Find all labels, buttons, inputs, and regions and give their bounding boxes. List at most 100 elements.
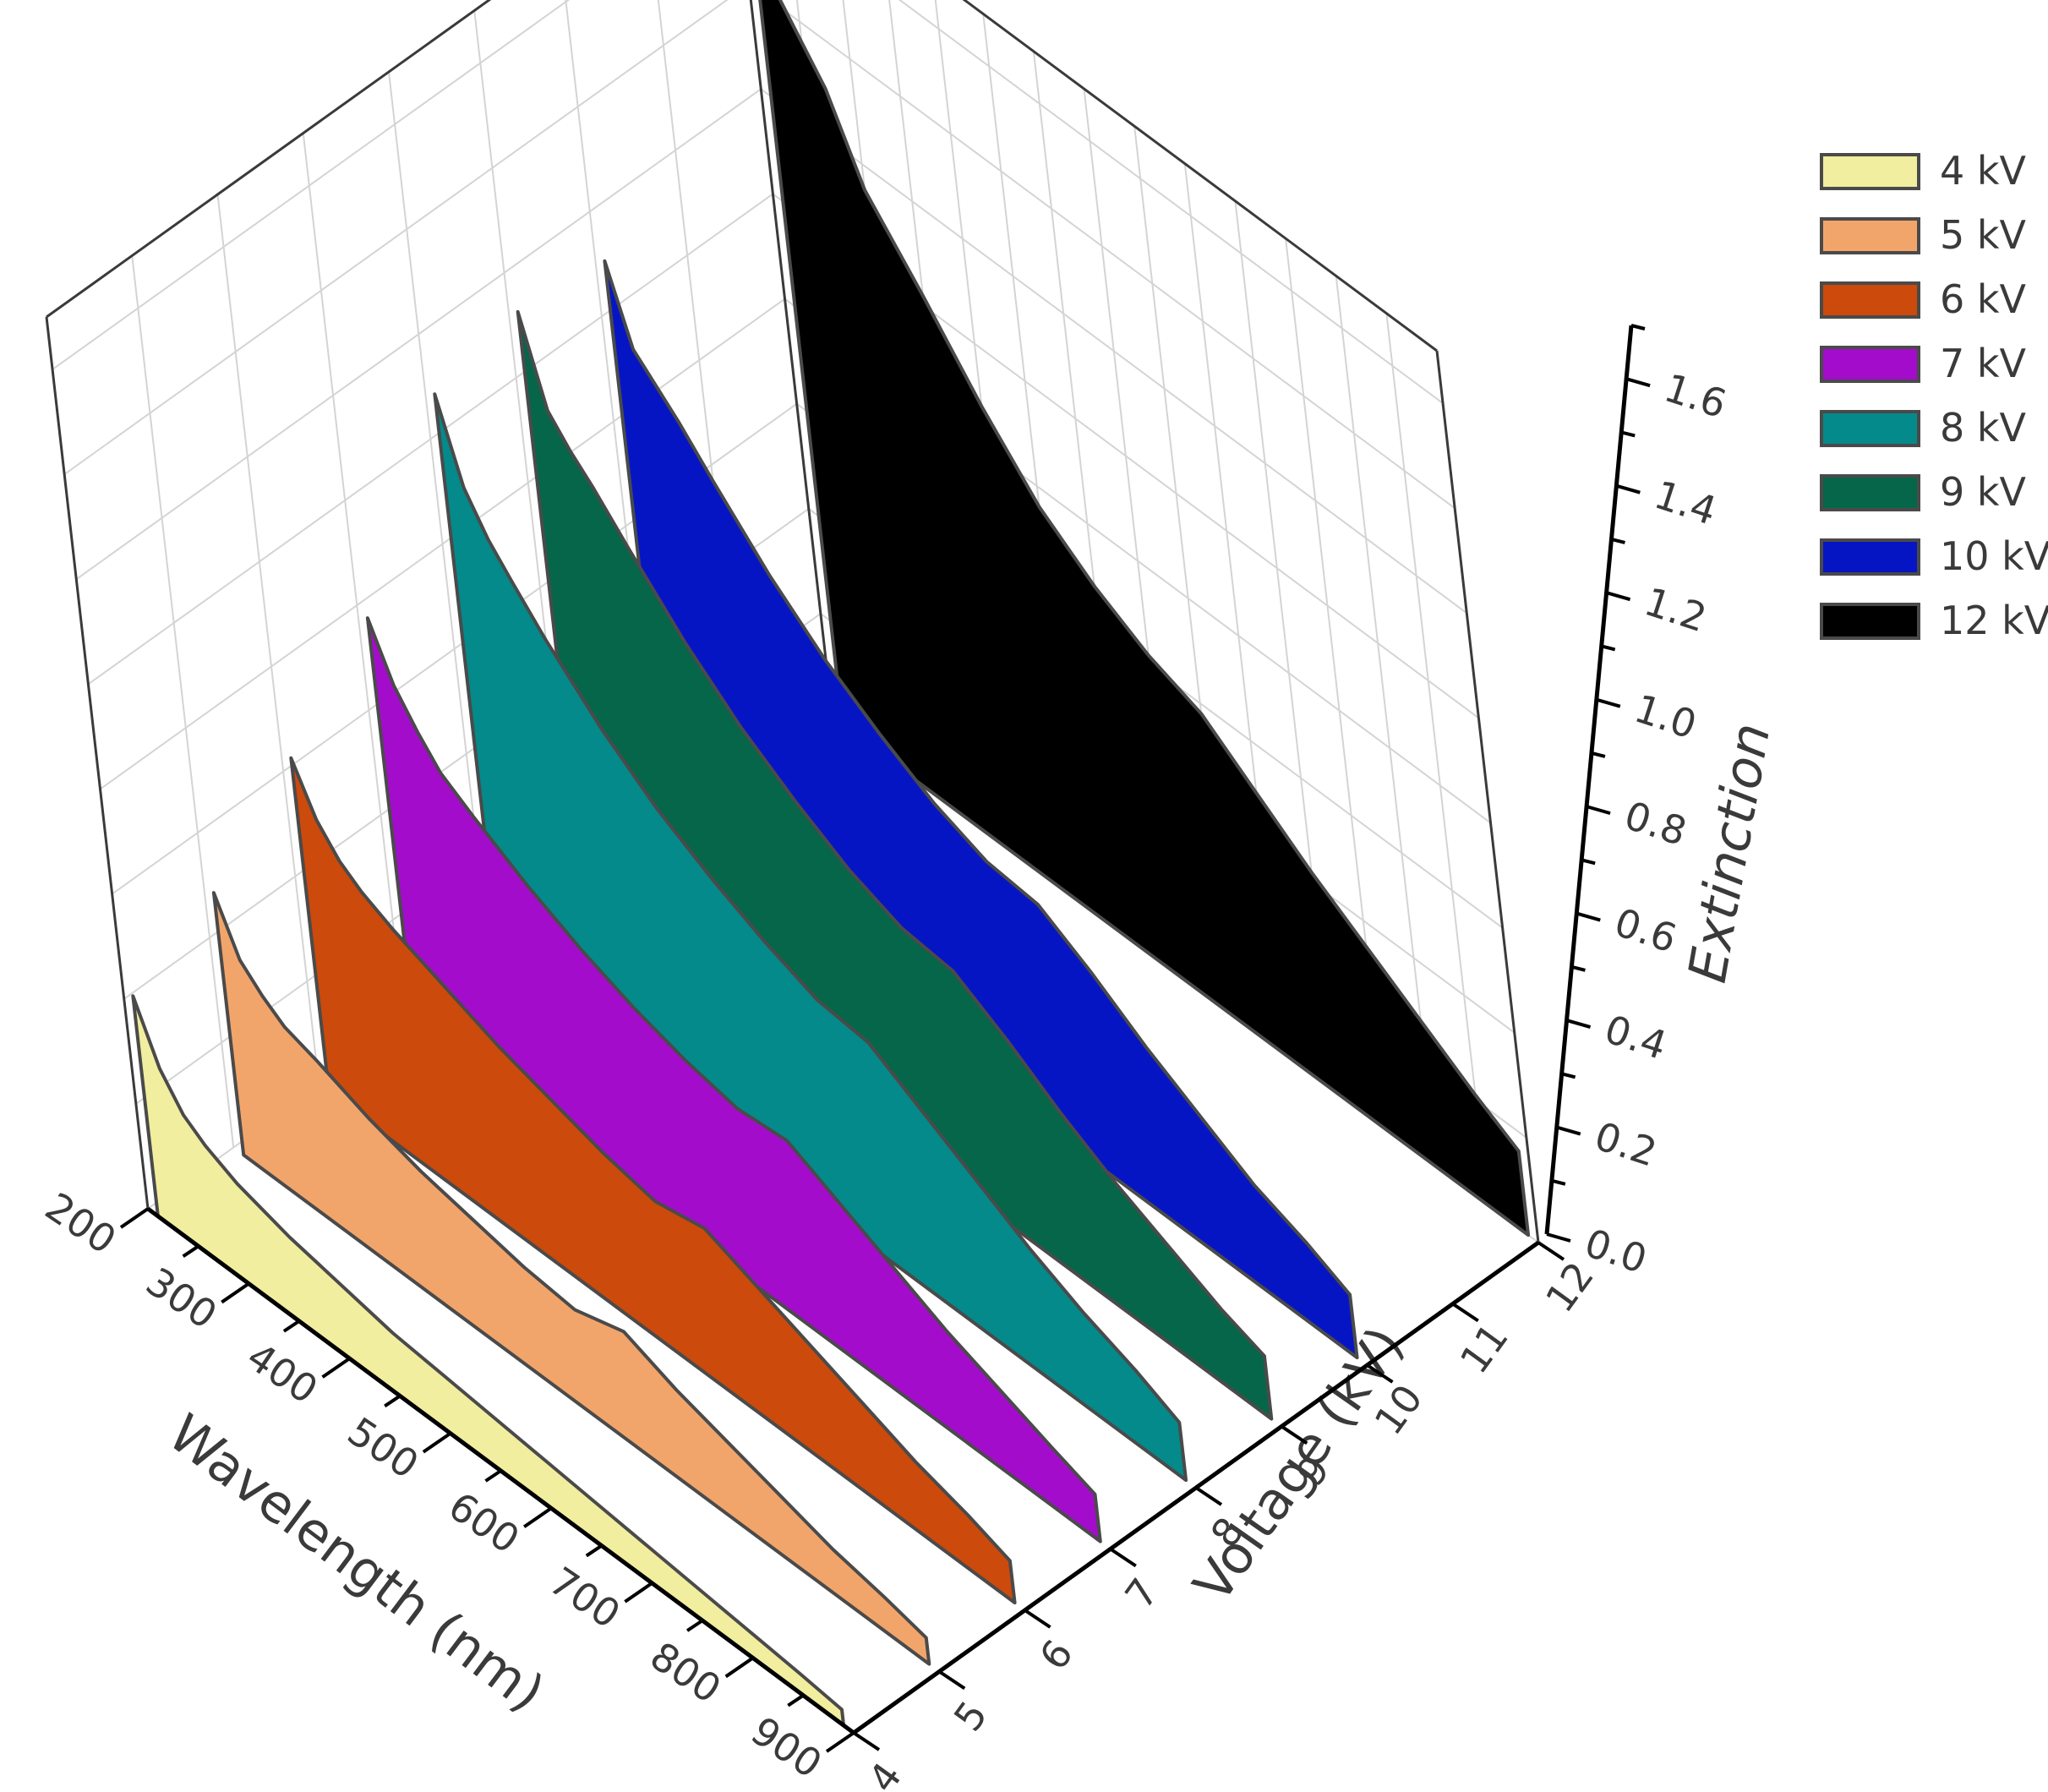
left-wall-gridline-v: [216, 194, 320, 1087]
y-tick-label: 0.6: [1609, 899, 1682, 962]
y-tick-label: 1.4: [1649, 472, 1722, 534]
voltage-tick-label: 7: [1116, 1570, 1167, 1616]
voltage-tick: [1451, 1302, 1479, 1323]
y-tick: [1586, 805, 1611, 816]
x-tick: [321, 1357, 351, 1379]
x-tick-label: 400: [239, 1333, 326, 1412]
x-tick-label: 600: [440, 1483, 527, 1563]
x-tick-label: 200: [37, 1183, 124, 1263]
legend-swatch-6-kv: [1820, 281, 1920, 319]
legend-swatch-5-kv: [1820, 217, 1920, 254]
series-7-kv: [365, 616, 1102, 1543]
y-minor-tick: [1601, 644, 1616, 652]
y-minor-tick: [1620, 430, 1636, 438]
left-wall-gridline-h: [52, 0, 571, 370]
legend-label-6-kv: 6 kV: [1940, 276, 2027, 322]
y-minor-tick: [1551, 1178, 1566, 1186]
legend-label-7-kv: 7 kV: [1940, 341, 2027, 386]
series-layer: [131, 0, 1531, 1728]
wall-frame-edge: [749, 0, 834, 719]
legend-label-8-kv: 8 kV: [1940, 405, 2027, 451]
y-tick: [1615, 484, 1641, 494]
legend-swatch-4-kv: [1820, 153, 1920, 190]
x-tick: [825, 1731, 855, 1753]
wall-frame-edge: [962, 0, 1438, 352]
y-tick: [1625, 377, 1651, 388]
x-tick: [523, 1506, 553, 1528]
voltage-tick-label: 6: [1030, 1631, 1082, 1678]
series-12-kv: [758, 0, 1531, 1237]
x-tick: [119, 1207, 150, 1229]
x-minor-tick: [182, 1244, 199, 1258]
legend-label-4-kv: 4 kV: [1940, 148, 2027, 194]
legend-label-12-kv: 12 kV: [1940, 598, 2048, 643]
y-minor-tick: [1561, 1072, 1576, 1079]
x-tick: [724, 1656, 754, 1679]
back-wall-gridline-h: [898, 0, 1444, 404]
x-tick-label: 700: [541, 1558, 628, 1637]
legend: 4 kV 5 kV 6 kV 7 kV 8 kV 9 kV 10 kV 12 kV: [1820, 148, 2048, 643]
x-tick-label: 300: [138, 1259, 225, 1338]
series-5-kv: [211, 891, 931, 1666]
voltage-tick: [852, 1731, 881, 1751]
wall-frame-edge: [45, 316, 150, 1210]
y-tick-label: 0.4: [1599, 1006, 1672, 1068]
x-tick-label: 900: [743, 1707, 830, 1787]
legend-swatch-9-kv: [1820, 474, 1920, 511]
series-6-kv: [289, 756, 1017, 1605]
x-tick-label: 500: [340, 1408, 427, 1488]
x-tick: [624, 1582, 653, 1604]
legend-label-5-kv: 5 kV: [1940, 212, 2027, 258]
y-tick: [1576, 911, 1601, 922]
legend-swatch-10-kv: [1820, 538, 1920, 576]
legend-swatch-12-kv: [1820, 603, 1920, 640]
y-minor-tick: [1570, 964, 1586, 972]
x-tick: [221, 1281, 250, 1304]
y-minor-tick: [1581, 858, 1596, 866]
back-wall-gridline-v: [1385, 313, 1489, 1205]
y-tick: [1546, 1232, 1571, 1243]
wall-frame-edge: [1435, 350, 1540, 1243]
back-wall-gridline-h: [768, 0, 1455, 509]
back-wall-gridline-h: [760, 88, 1467, 615]
y-tick-label: 1.0: [1629, 686, 1701, 748]
voltage-tick: [1109, 1547, 1137, 1568]
y-tick-label: 0.2: [1589, 1113, 1662, 1176]
series-4-kv: [131, 994, 846, 1728]
voltage-tick-label: 4: [860, 1754, 911, 1792]
x-minor-tick: [384, 1394, 401, 1408]
x-tick-label: 800: [642, 1633, 729, 1713]
y-tick-label: 1.2: [1639, 578, 1712, 641]
legend-swatch-7-kv: [1820, 346, 1920, 383]
y-axis-line: [1544, 325, 1634, 1235]
voltage-tick: [938, 1669, 966, 1691]
left-wall-gridline-v: [131, 255, 235, 1148]
x-minor-tick: [484, 1469, 502, 1483]
left-wall-gridline-v: [302, 133, 406, 1025]
voltage-tick: [1537, 1241, 1565, 1261]
series-8-kv: [433, 392, 1188, 1483]
voltage-tick: [1194, 1486, 1223, 1506]
y-axis-title: Extinction: [1676, 718, 1783, 987]
voltage-tick-label: 11: [1451, 1315, 1517, 1382]
y-tick: [1565, 1019, 1592, 1029]
x-minor-tick: [787, 1694, 805, 1707]
y-minor-tick: [1591, 751, 1606, 758]
voltage-tick: [1281, 1424, 1308, 1445]
legend-label-9-kv: 9 kV: [1940, 469, 2027, 515]
voltage-tick: [1366, 1363, 1394, 1384]
y-tick-label: 1.6: [1659, 364, 1732, 427]
x-minor-tick: [585, 1543, 603, 1558]
y-tick-label: 0.8: [1619, 792, 1692, 855]
legend-label-10-kv: 10 kV: [1940, 533, 2048, 579]
series-9-kv: [516, 309, 1274, 1421]
wall-frame-edge: [46, 0, 492, 319]
voltage-tick-label: 5: [945, 1692, 997, 1739]
voltage-tick: [1024, 1609, 1051, 1629]
x-minor-tick: [282, 1319, 301, 1333]
series-10-kv: [603, 259, 1359, 1360]
y-tick: [1556, 1125, 1581, 1136]
y-tick: [1606, 591, 1631, 602]
y-minor-tick: [1630, 324, 1646, 331]
